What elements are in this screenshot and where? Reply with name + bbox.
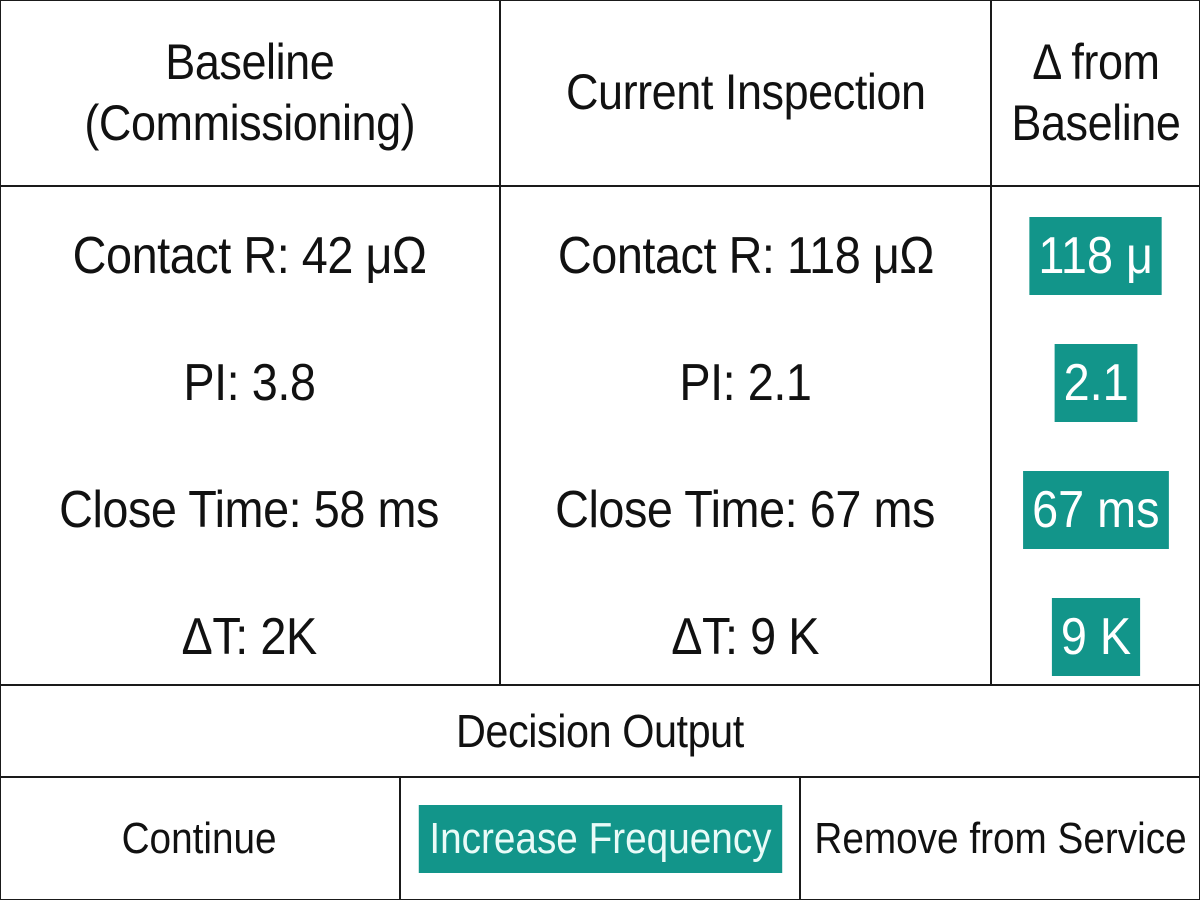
table-row-current: Contact R: 118 μΩ [501,195,990,317]
baseline-value: PI: 3.8 [183,354,316,412]
selected-decision-badge: Increase Frequency [418,804,782,874]
baseline-value: Close Time: 58 ms [59,481,440,539]
table-row-current: PI: 2.1 [501,322,990,444]
table-row-baseline: Close Time: 58 ms [0,449,499,571]
header-current: Current Inspection [565,64,926,120]
table-row-baseline: PI: 3.8 [0,322,499,444]
header-divider [0,185,1200,187]
header-delta-cell: Δ from Baseline [992,0,1200,185]
decision-option-label: Remove from Service [814,814,1187,863]
decision-option-continue[interactable]: Continue [0,778,399,900]
baseline-value: Contact R: 42 μΩ [72,227,427,285]
header-baseline-cell: Baseline (Commissioning) [0,0,499,185]
table-row-baseline: ΔT: 2K [0,576,499,698]
current-value: Close Time: 67 ms [555,481,936,539]
current-value: ΔT: 9 K [671,608,820,666]
header-delta: Δ from Baseline [1011,33,1181,151]
decision-divider-2 [799,777,801,900]
delta-badge: 67 ms [1023,470,1169,550]
decision-option-increase-frequency[interactable]: Increase Frequency [401,778,799,900]
delta-badge: 2.1 [1054,343,1138,423]
table-row-delta: 118 μ [992,195,1200,317]
table-row-baseline: Contact R: 42 μΩ [0,195,499,317]
current-value: Contact R: 118 μΩ [557,227,934,285]
header-baseline: Baseline (Commissioning) [84,33,415,151]
decision-title-cell: Decision Output [0,686,1200,776]
table-row-delta: 2.1 [992,322,1200,444]
table-row-delta: 9 K [992,576,1200,698]
baseline-value: ΔT: 2K [181,608,318,666]
decision-option-label: Continue [121,814,277,863]
decision-title-divider [0,776,1200,778]
decision-title: Decision Output [456,705,744,757]
decision-divider-1 [399,777,401,900]
column-divider-1 [499,0,501,686]
current-value: PI: 2.1 [679,354,812,412]
delta-badge: 9 K [1051,597,1141,677]
table-row-current: ΔT: 9 K [501,576,990,698]
column-divider-2 [990,0,992,686]
table-row-current: Close Time: 67 ms [501,449,990,571]
decision-option-remove-from-service[interactable]: Remove from Service [801,778,1200,900]
header-current-cell: Current Inspection [501,0,990,185]
table-bottom-divider [0,684,1200,686]
delta-badge: 118 μ [1029,216,1163,296]
table-row-delta: 67 ms [992,449,1200,571]
